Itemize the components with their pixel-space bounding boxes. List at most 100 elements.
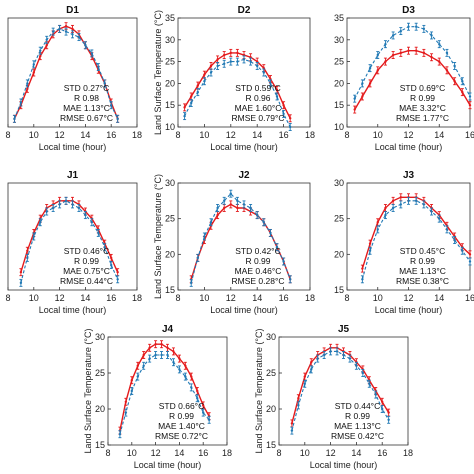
plot-frame [107,336,228,446]
panel-title: J3 [403,170,415,181]
x-tick-label: 8 [5,130,10,140]
data-point [361,278,364,281]
panel-title: J1 [67,170,79,181]
data-point [90,52,94,55]
x-axis-label: Local time (hour) [210,305,278,315]
data-point [297,404,300,407]
data-point [51,206,55,210]
data-point [90,221,94,224]
data-point [399,196,403,199]
x-tick-label: 18 [222,448,232,458]
data-point [376,69,379,72]
data-point [256,213,259,217]
data-point [297,397,300,400]
data-point [136,364,139,367]
y-tick-label: 35 [334,13,344,23]
data-point [282,112,285,116]
plot-frame [7,17,138,128]
plot-frame [177,17,311,128]
data-point [414,199,418,203]
x-tick-label: 14 [80,293,90,303]
y-tick-label: 15 [95,440,105,450]
x-axis-label: Local time (hour) [375,142,443,152]
data-point [116,278,119,281]
data-point [184,364,187,367]
stat-line: MAE 1.13°C [399,266,446,276]
x-tick-label: 18 [132,293,142,303]
data-point [209,221,213,224]
data-point [203,73,206,76]
series-line-solid [354,50,471,110]
x-tick-label: 10 [373,293,383,303]
stat-line: STD 0.69°C [400,83,445,93]
data-point [269,82,272,85]
data-point [77,35,81,39]
stat-line: RMSE 0.28°C [231,276,284,286]
data-point [209,64,213,68]
x-tick-label: 8 [175,293,180,303]
x-tick-label: 8 [175,130,180,140]
data-point [110,104,113,107]
data-point [322,353,326,357]
data-point [355,364,358,367]
data-point [196,256,199,260]
data-point [399,51,403,55]
panel-title: D1 [66,5,79,16]
data-point [438,42,441,46]
data-point [387,418,390,421]
stat-line: RMSE 0.38°C [396,276,449,286]
stat-line: MAE 1.13°C [63,103,110,113]
series-line-dashed [354,26,471,99]
data-point [236,206,239,210]
data-point [290,422,294,425]
data-point [148,346,151,349]
data-point [84,213,87,217]
data-point [461,90,464,94]
data-point [256,64,259,68]
data-point [51,30,55,33]
data-point [142,353,145,357]
data-point [242,203,246,206]
data-point [384,206,387,210]
x-tick-label: 16 [106,293,116,303]
series-line-solid [20,200,119,273]
data-point [275,246,279,249]
data-point [275,95,279,98]
data-point [116,270,119,274]
x-tick-label: 10 [373,130,383,140]
series-line-dashed [291,350,390,431]
data-point [422,27,426,31]
data-point [249,60,252,63]
y-tick-label: 15 [165,285,175,295]
data-point [445,228,449,231]
data-point [209,71,213,74]
data-point [236,51,239,55]
x-tick-label: 14 [80,130,90,140]
x-tick-label: 18 [305,130,315,140]
data-point [361,267,364,270]
data-point [142,364,145,367]
data-point [103,82,106,85]
x-tick-label: 10 [199,130,209,140]
data-point [203,235,206,238]
data-point [64,30,68,33]
stat-line: R 0.98 [74,93,99,103]
x-tick-label: 12 [226,130,236,140]
data-point [202,404,205,407]
x-tick-label: 8 [344,130,349,140]
data-point [374,393,377,396]
y-tick-label: 30 [165,35,175,45]
stat-line: RMSE 0.42°C [331,431,384,441]
data-point [368,382,371,385]
y-tick-label: 20 [334,249,344,259]
panel-title: D2 [238,5,251,16]
y-tick-label: 15 [266,440,276,450]
data-point [64,24,68,28]
data-point [468,95,472,98]
y-tick-label: 35 [165,13,175,23]
panel-title: D3 [402,5,415,16]
data-point [183,106,186,109]
y-tick-label: 30 [334,178,344,188]
y-tick-label: 25 [266,368,276,378]
